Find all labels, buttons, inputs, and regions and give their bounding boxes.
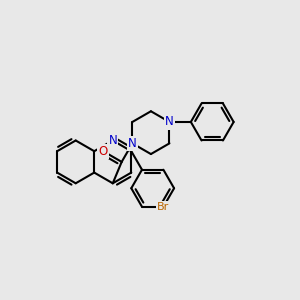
Text: N: N <box>128 137 137 150</box>
Text: N: N <box>108 134 117 147</box>
Text: Br: Br <box>157 202 170 212</box>
Text: N: N <box>165 116 174 128</box>
Text: O: O <box>98 145 108 158</box>
